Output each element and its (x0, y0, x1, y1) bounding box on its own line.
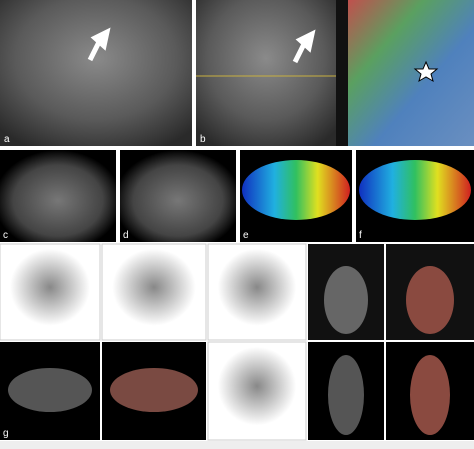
ruler (0, 441, 474, 449)
star (413, 60, 439, 83)
panel-label: b (200, 134, 206, 145)
elastography (348, 0, 474, 146)
pet-mip-2 (207, 243, 307, 341)
ultrasound-b (196, 0, 336, 146)
panel-label: a (4, 134, 10, 145)
pet-sagittal (207, 341, 307, 441)
panel-label: d (123, 230, 129, 241)
fusion-body (406, 266, 454, 334)
pet-axial (101, 243, 207, 341)
mri-c (0, 150, 116, 242)
mri-d (120, 150, 236, 242)
pet-mip (0, 243, 101, 341)
fusion-sag-body (410, 355, 450, 435)
panel-label: c (3, 230, 8, 241)
ct-neck (8, 368, 92, 412)
scale-bar (336, 0, 348, 146)
fusion-neck (110, 368, 198, 412)
panel-label: e (243, 230, 249, 241)
arrow (87, 27, 111, 62)
map-f (359, 160, 471, 220)
panel-label: f (359, 230, 362, 241)
ct-body (324, 266, 368, 334)
arrow (292, 29, 316, 64)
panel-label: g (3, 428, 9, 439)
ultrasound-a (0, 0, 192, 146)
map-e (242, 160, 350, 220)
ct-sag-body (328, 355, 364, 435)
